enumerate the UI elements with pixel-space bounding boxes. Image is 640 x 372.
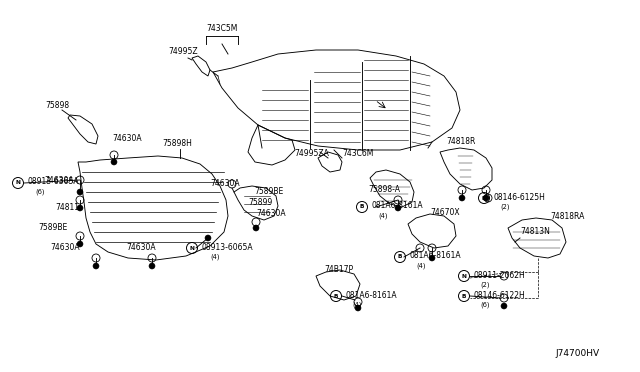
Circle shape xyxy=(483,195,489,201)
Text: 74630A: 74630A xyxy=(256,209,285,218)
Text: (4): (4) xyxy=(378,213,387,219)
Text: (6): (6) xyxy=(35,189,45,195)
Text: 74630A: 74630A xyxy=(50,243,79,252)
Text: B: B xyxy=(360,205,364,209)
Text: 081A6-8161A: 081A6-8161A xyxy=(410,251,461,260)
Text: 743C6M: 743C6M xyxy=(342,149,373,158)
Text: N: N xyxy=(189,246,195,250)
Text: 7589BE: 7589BE xyxy=(38,223,67,232)
Text: 74630A: 74630A xyxy=(112,134,141,143)
Circle shape xyxy=(501,303,507,309)
Text: 75899: 75899 xyxy=(248,198,272,207)
Circle shape xyxy=(77,189,83,195)
Text: 081A6-8161A: 081A6-8161A xyxy=(346,291,397,299)
Text: (4): (4) xyxy=(352,302,362,308)
Text: B: B xyxy=(334,294,338,298)
Text: (2): (2) xyxy=(500,204,509,210)
Circle shape xyxy=(429,255,435,261)
Circle shape xyxy=(93,263,99,269)
Text: N: N xyxy=(15,180,20,186)
Text: 74630A: 74630A xyxy=(126,243,156,252)
Text: 74995ZA: 74995ZA xyxy=(294,149,329,158)
Text: 74818R: 74818R xyxy=(446,137,476,146)
Circle shape xyxy=(459,195,465,201)
Text: 7589BE: 7589BE xyxy=(254,187,284,196)
Text: B: B xyxy=(462,294,466,298)
Text: 75898-A: 75898-A xyxy=(368,185,400,194)
Text: 74995Z: 74995Z xyxy=(168,47,198,56)
Circle shape xyxy=(149,263,155,269)
Text: (2): (2) xyxy=(480,282,490,288)
Text: 08913-6065A: 08913-6065A xyxy=(202,243,253,251)
Text: 08913-6365A: 08913-6365A xyxy=(28,177,79,186)
Circle shape xyxy=(77,205,83,211)
Text: B: B xyxy=(482,196,486,201)
Text: 081A6-8161A: 081A6-8161A xyxy=(372,202,424,211)
Text: 74670X: 74670X xyxy=(430,208,460,217)
Circle shape xyxy=(395,205,401,211)
Text: 74B17P: 74B17P xyxy=(324,265,353,274)
Text: B: B xyxy=(398,254,402,260)
Circle shape xyxy=(253,225,259,231)
Text: 75898: 75898 xyxy=(45,101,69,110)
Text: (4): (4) xyxy=(210,254,220,260)
Text: (6): (6) xyxy=(480,302,490,308)
Text: 75898H: 75898H xyxy=(162,139,192,148)
Circle shape xyxy=(111,159,117,165)
Text: 08146-6122H: 08146-6122H xyxy=(474,291,525,299)
Text: 74818RA: 74818RA xyxy=(550,212,584,221)
Text: 08146-6125H: 08146-6125H xyxy=(494,192,546,202)
Circle shape xyxy=(77,241,83,247)
Text: 74813N: 74813N xyxy=(520,227,550,236)
Text: N: N xyxy=(461,273,467,279)
Text: 08911-2062H: 08911-2062H xyxy=(474,270,525,279)
Text: 743C5M: 743C5M xyxy=(206,24,237,33)
Text: 74811: 74811 xyxy=(55,203,79,212)
Circle shape xyxy=(355,305,361,311)
Text: J74700HV: J74700HV xyxy=(556,349,600,358)
Text: 74630A: 74630A xyxy=(210,179,239,188)
Circle shape xyxy=(205,235,211,241)
Text: 74630A: 74630A xyxy=(44,176,74,185)
Text: (4): (4) xyxy=(416,263,426,269)
